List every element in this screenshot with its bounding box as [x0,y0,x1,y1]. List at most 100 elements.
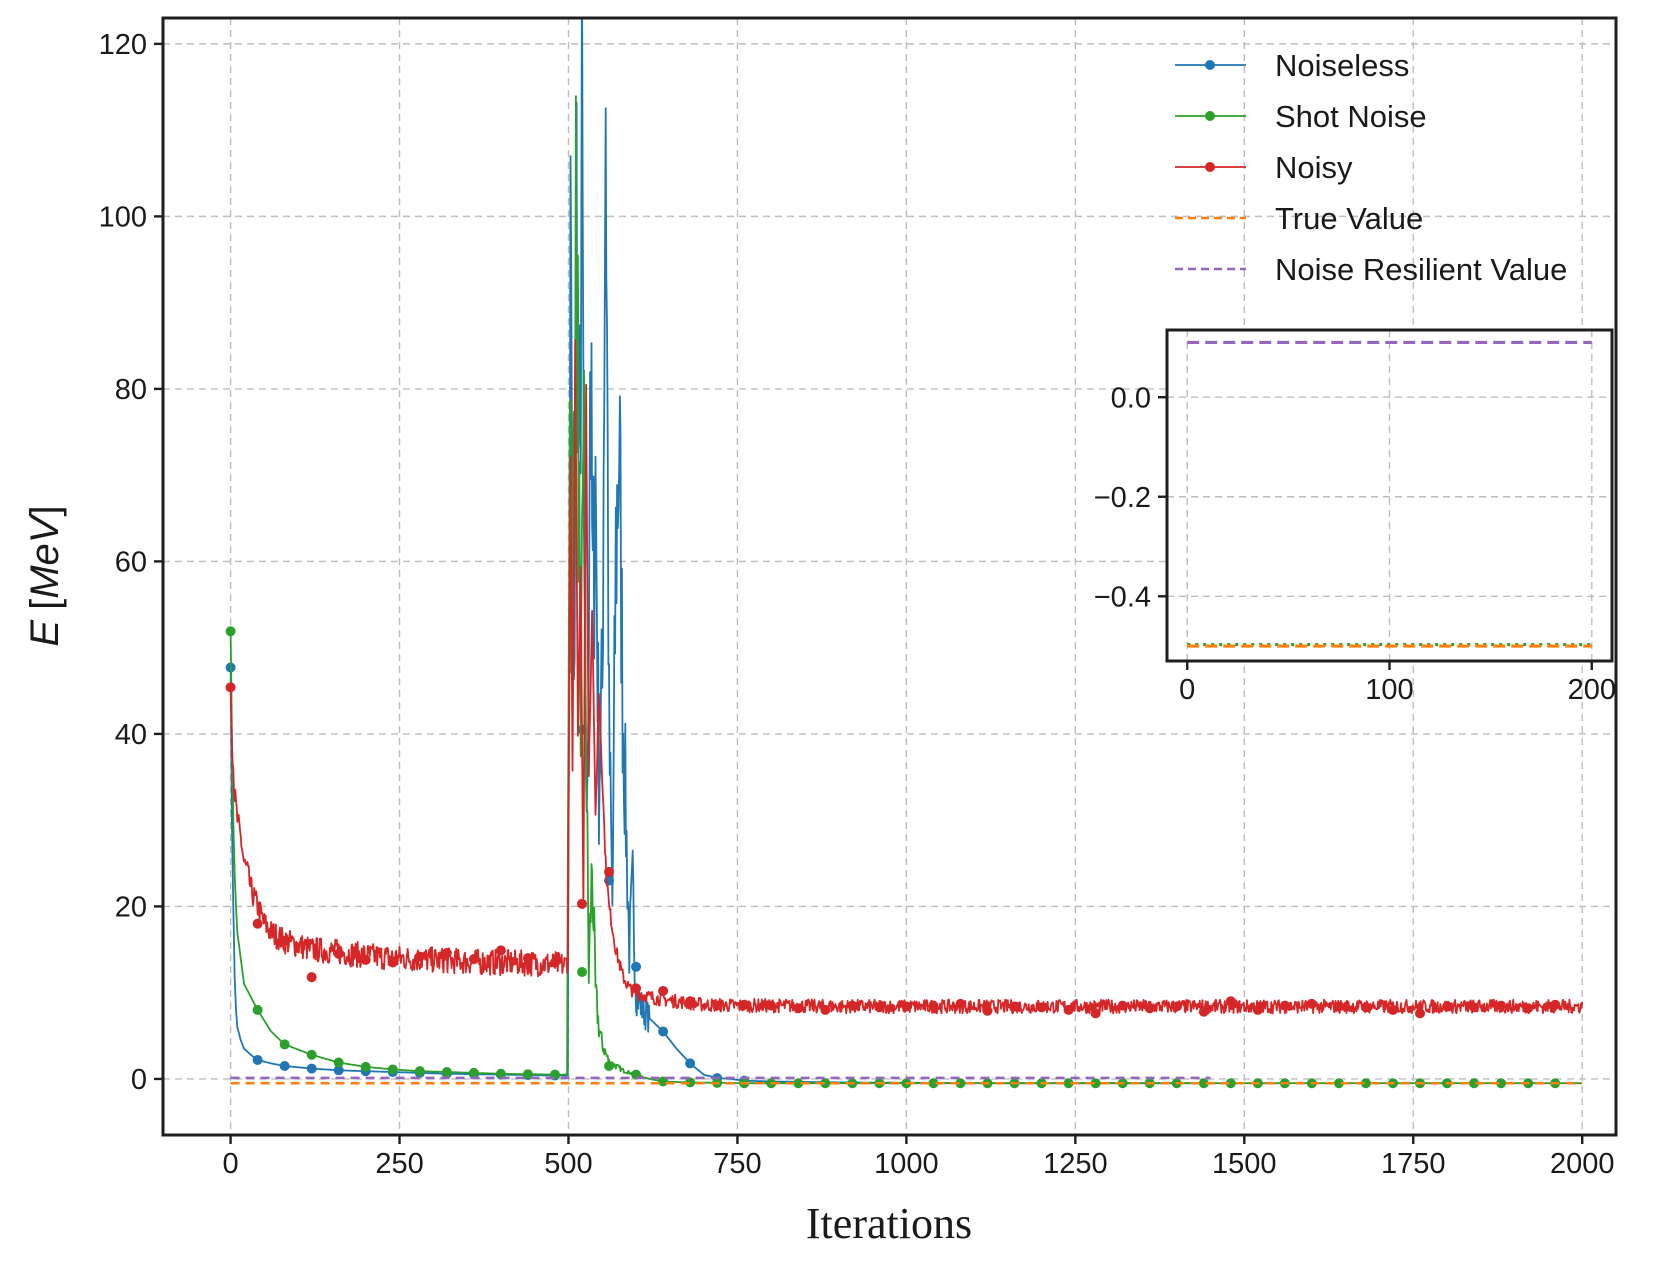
series-marker-shot-noise [387,1064,398,1075]
legend-label: Noisy [1275,150,1353,185]
series-marker-noisy [279,935,290,946]
series-marker-noiseless [279,1060,290,1071]
series-marker-shot-noise [441,1067,452,1078]
main-series [225,18,1584,1089]
main-x-tick-label: 250 [375,1148,423,1180]
legend-label: Shot Noise [1275,99,1427,134]
main-x-tick-label: 500 [544,1148,592,1180]
series-marker-noisy [252,918,263,929]
inset-y-tick-label: −0.2 [1094,482,1151,514]
main-y-tick-label: 40 [115,719,147,751]
series-marker-noiseless [306,1063,317,1074]
series-marker-noisy [1117,1000,1128,1011]
main-x-tick-label: 1000 [874,1148,939,1180]
series-marker-noiseless [252,1054,263,1065]
series-marker-noisy [333,948,344,959]
inset-x-tick-label: 0 [1179,674,1195,706]
legend-swatch-marker [1205,111,1215,121]
series-marker-noisy [1442,1001,1453,1012]
series-marker-noisy [658,985,669,996]
series-marker-noiseless [685,1058,696,1069]
series-marker-noisy [1252,1004,1263,1015]
series-marker-noisy [1469,1002,1480,1013]
series-marker-shot-noise [1063,1078,1074,1089]
series-marker-noisy [1144,1003,1155,1014]
series-marker-noisy [1279,1000,1290,1011]
series-marker-shot-noise [1360,1078,1371,1089]
legend-item-true-value: True Value [1175,201,1423,236]
main-y-tick-label: 120 [99,29,147,61]
series-marker-noisy [766,1000,777,1011]
series-marker-shot-noise [279,1039,290,1050]
legend-item-noiseless: Noiseless [1175,48,1409,83]
legend-swatch-marker [1205,162,1215,172]
series-marker-noisy [1415,1008,1426,1019]
series-marker-noiseless [658,1026,669,1037]
main-x-tick-label: 1750 [1381,1148,1446,1180]
series-marker-noisy [360,954,371,965]
main-axes-frame [161,16,1618,1137]
series-marker-shot-noise [414,1066,425,1077]
y-axis-label: E[MeV] [23,505,67,646]
legend: Noiseless Shot Noise Noisy True Value Noise … [1175,48,1567,287]
inset-grid [1167,330,1612,661]
series-marker-noiseless [333,1065,344,1076]
series-marker-shot-noise [225,626,236,637]
series-marker-noisy [1171,1001,1182,1012]
series-marker-shot-noise [820,1078,831,1089]
series-marker-noisy [1523,1003,1534,1014]
series-marker-shot-noise [1333,1078,1344,1089]
series-marker-noisy [414,951,425,962]
series-marker-shot-noise [685,1077,696,1088]
series-marker-noisy [1550,999,1561,1010]
inset-background [1167,330,1612,661]
series-marker-noisy [1063,1004,1074,1015]
inset-x-tick-label: 100 [1365,674,1413,706]
series-marker-shot-noise [495,1068,506,1079]
series-marker-noiseless [631,961,642,972]
series-marker-shot-noise [522,1069,533,1080]
series-marker-noisy [874,1002,885,1013]
main-x-tick-label: 2000 [1550,1148,1615,1180]
series-marker-noisy [1306,998,1317,1009]
series-marker-noisy [712,1000,723,1011]
inset-x-tick-label: 200 [1568,674,1616,706]
series-shot-noise [225,95,1583,1089]
main-x-tick-label: 1250 [1043,1148,1108,1180]
series-marker-shot-noise [1198,1078,1209,1089]
series-marker-noisy [820,1004,831,1015]
main-y-tick-label: 20 [115,892,147,924]
series-marker-noisy [685,996,696,1007]
series-marker-noisy [306,972,317,983]
series-marker-shot-noise [1090,1078,1101,1089]
main-x-tick-label: 0 [223,1148,239,1180]
inset-y-tick-label: −0.4 [1094,581,1151,613]
series-marker-shot-noise [577,966,588,977]
main-y-tick-label: 0 [131,1064,147,1096]
series-marker-noisy [522,953,533,964]
inset-y-tick-label: 0.0 [1111,382,1151,414]
series-noisy [225,339,1584,1019]
series-marker-noisy [631,983,642,994]
inset-axes: 0 100 200 0.0 −0.2 −0.4 [1094,328,1616,706]
legend-item-noisy: Noisy [1175,150,1353,185]
series-marker-noisy [577,898,588,909]
series-marker-shot-noise [1469,1078,1480,1089]
legend-label: Noiseless [1275,48,1409,83]
series-marker-noisy [793,1003,804,1014]
series-marker-noisy [441,948,452,959]
series-marker-noisy [387,957,398,968]
y-axis-label-symbol: E [23,619,67,647]
series-marker-noisy [847,1000,858,1011]
series-marker-noisy [1333,1001,1344,1012]
inset-ticks: 0 100 200 0.0 −0.2 −0.4 [1094,382,1616,706]
series-marker-shot-noise [928,1078,939,1089]
series-marker-noisy [468,954,479,965]
main-x-tick-label: 750 [713,1148,761,1180]
series-marker-noisy [1360,1002,1371,1013]
main-y-tick-label: 60 [115,547,147,579]
main-x-tick-label: 1500 [1212,1148,1277,1180]
series-marker-shot-noise [1225,1078,1236,1089]
